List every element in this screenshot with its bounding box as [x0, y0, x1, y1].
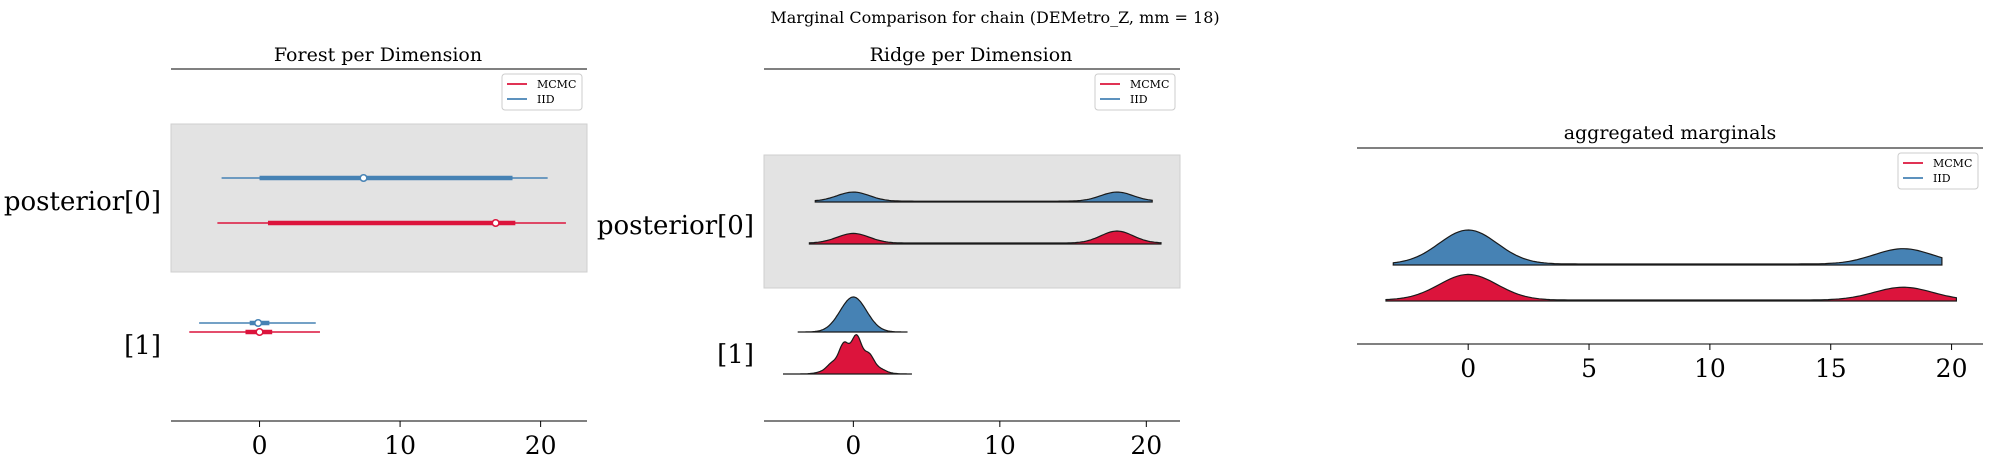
ridge-legend-box	[1094, 73, 1176, 111]
forest-legend-box	[501, 73, 583, 111]
figure-suptitle: Marginal Comparison for chain (DEMetro_Z…	[770, 8, 1219, 27]
forest-x-ticks: 0 10 20	[252, 421, 557, 460]
legend-iid-label: IID	[1933, 172, 1951, 185]
agg-legend-box	[1897, 152, 1979, 190]
agg-x-ticks: 0 5 10 15 20	[1460, 344, 1967, 383]
ridge-band-row0	[763, 154, 1181, 289]
ridge-title: Ridge per Dimension	[870, 44, 1073, 66]
ridge-ylabel-row1: [1]	[717, 340, 754, 370]
legend-mcmc-label: MCMC	[537, 78, 576, 91]
ridge-x-ticks: 0 10 20	[845, 421, 1162, 460]
ridge-density-mcmc	[783, 334, 912, 375]
x-tick-label: 20	[1130, 431, 1162, 460]
x-tick-label: 20	[525, 431, 557, 460]
x-tick-label: 5	[1581, 354, 1597, 383]
x-tick-label: 10	[1694, 354, 1726, 383]
panel-forest: Forest per Dimension posterior[0] [1] 0 1…	[4, 44, 588, 460]
x-tick-label: 0	[845, 431, 861, 460]
forest-median-mcmc	[255, 327, 264, 337]
forest-band-row0	[170, 123, 588, 273]
forest-ylabel-row0: posterior[0]	[4, 187, 161, 217]
panel-ridge: Ridge per Dimension posterior[0] [1] 0 10…	[597, 44, 1181, 460]
forest-ylabel-row1: [1]	[124, 331, 161, 361]
forest-title: Forest per Dimension	[274, 44, 482, 66]
ridge-legend: MCMC IID	[1094, 73, 1176, 111]
forest-marks	[189, 173, 566, 337]
x-tick-label: 20	[1936, 354, 1968, 383]
forest-median-iid	[254, 318, 263, 328]
agg-title: aggregated marginals	[1564, 122, 1777, 144]
ridge-marks	[783, 191, 1162, 375]
legend-mcmc-label: MCMC	[1130, 78, 1169, 91]
legend-mcmc-label: MCMC	[1933, 157, 1972, 170]
forest-legend: MCMC IID	[501, 73, 583, 111]
ridge-ylabel-row0: posterior[0]	[597, 211, 754, 241]
ridge-density-mcmc	[808, 230, 1162, 245]
x-tick-label: 15	[1815, 354, 1847, 383]
agg-density-iid	[1392, 229, 1943, 266]
ridge-density-iid	[814, 191, 1153, 203]
ridge-density-iid	[797, 296, 908, 333]
agg-density-mcmc	[1385, 273, 1958, 302]
legend-iid-label: IID	[537, 93, 555, 106]
x-tick-label: 0	[252, 431, 268, 460]
forest-median-mcmc	[491, 218, 500, 228]
forest-median-iid	[359, 173, 368, 183]
x-tick-label: 10	[384, 431, 416, 460]
x-tick-label: 10	[984, 431, 1016, 460]
agg-marks	[1385, 229, 1958, 302]
x-tick-label: 0	[1460, 354, 1476, 383]
agg-legend: MCMC IID	[1897, 152, 1979, 190]
panel-aggregated: aggregated marginals 0 5 10 15 20 MCMC IID	[1357, 122, 1983, 383]
legend-iid-label: IID	[1130, 93, 1148, 106]
